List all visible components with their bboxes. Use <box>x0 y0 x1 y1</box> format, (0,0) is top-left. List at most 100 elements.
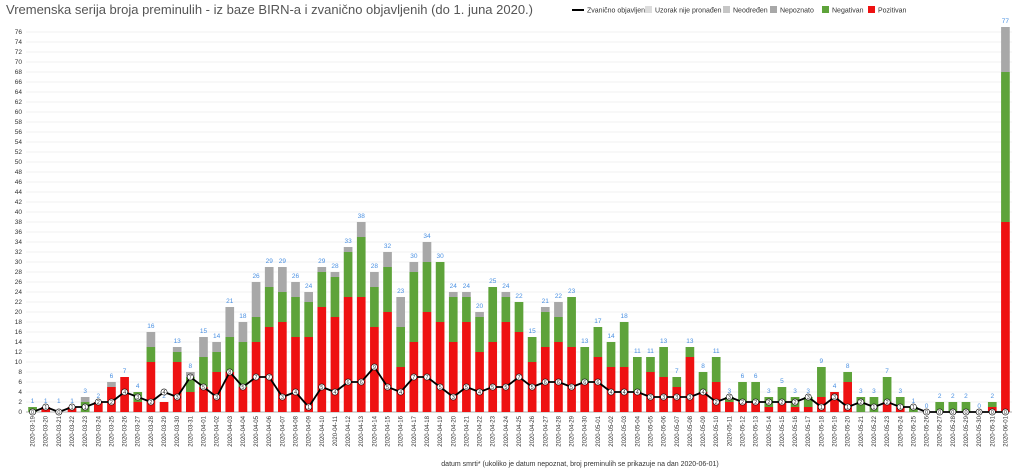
official-point-label: 5 <box>241 385 244 391</box>
bar-pozitivan <box>738 402 747 412</box>
bar-nepoznato <box>448 292 458 297</box>
total-label: 18 <box>621 313 629 320</box>
official-point-label: 2 <box>794 400 797 406</box>
bar-pozitivan <box>698 392 708 412</box>
official-point <box>318 383 326 391</box>
bar-pozitivan <box>646 372 655 412</box>
official-point <box>883 398 891 406</box>
y-tick-label: 66 <box>15 79 23 86</box>
bar-negativan <box>659 347 668 377</box>
y-tick-label: 52 <box>15 149 23 156</box>
total-label: 29 <box>266 258 274 265</box>
bar-negativan <box>554 317 563 342</box>
official-point-label: 3 <box>662 395 665 401</box>
bar-negativan <box>948 402 958 412</box>
bar-negativan <box>343 252 353 297</box>
x-tick-label: 2020-04-20 <box>451 415 457 446</box>
x-tick-label: 2020-03-25 <box>109 415 115 446</box>
bar-pozitivan <box>567 347 576 412</box>
bar-pozitivan <box>488 342 498 412</box>
bar-nepoznato <box>540 307 550 312</box>
total-label: 3 <box>728 388 732 395</box>
official-point <box>752 398 760 406</box>
bar-negativan <box>882 377 892 402</box>
official-point-label: 5 <box>439 385 442 391</box>
official-point-label: 0 <box>57 410 60 416</box>
bar-negativan <box>383 267 392 312</box>
total-label: 29 <box>279 258 287 265</box>
total-label: 13 <box>581 338 589 345</box>
official-point-label: 7 <box>425 375 428 381</box>
bar-pozitivan <box>435 322 445 412</box>
total-label: 8 <box>189 363 193 370</box>
official-point <box>541 378 549 386</box>
bar-negativan <box>514 302 524 332</box>
official-point <box>213 393 221 401</box>
bar-pozitivan <box>764 407 774 412</box>
total-label: 30 <box>410 253 418 260</box>
bar-negativan <box>251 317 261 342</box>
official-point-label: 2 <box>97 400 100 406</box>
legend-label: Neodređen <box>733 8 768 15</box>
official-point <box>55 408 63 416</box>
bar-pozitivan <box>264 327 274 412</box>
bar-negativan <box>580 347 590 382</box>
official-point <box>42 403 50 411</box>
official-point-label: 0 <box>31 410 34 416</box>
y-tick-label: 38 <box>15 219 23 226</box>
chart-title: Vremenska serija broja preminulih - iz b… <box>6 2 533 17</box>
bar-negativan <box>330 277 340 317</box>
bar-negativan <box>751 382 760 402</box>
official-point-label: 1 <box>912 405 915 411</box>
x-tick-label: 2020-05-13 <box>754 415 760 446</box>
total-label: 15 <box>529 328 537 335</box>
official-point <box>239 383 247 391</box>
x-tick-label: 2020-05-02 <box>609 415 615 446</box>
official-point <box>134 393 142 401</box>
bar-pozitivan <box>751 402 760 412</box>
bar-negativan <box>935 402 945 412</box>
official-point-label: 5 <box>570 385 573 391</box>
bar-nepoznato <box>422 242 432 262</box>
bar-negativan <box>711 357 721 382</box>
bar-nepoznato <box>475 312 484 317</box>
x-tick-label: 2020-03-31 <box>188 415 194 446</box>
official-point <box>817 403 825 411</box>
official-point-label: 1 <box>872 405 875 411</box>
official-point-label: 4 <box>294 390 297 396</box>
official-point-label: 2 <box>110 400 113 406</box>
x-tick-label: 2020-04-11 <box>333 415 339 446</box>
total-label: 22 <box>515 293 523 300</box>
bar-pozitivan <box>225 372 235 412</box>
y-tick-label: 22 <box>15 299 23 306</box>
official-point-label: 3 <box>452 395 455 401</box>
bar-pozitivan <box>830 392 839 412</box>
official-point <box>660 393 668 401</box>
y-tick-label: 6 <box>18 379 22 386</box>
total-label: 30 <box>437 253 445 260</box>
x-tick-label: 2020-04-03 <box>228 415 234 446</box>
x-tick-label: 2020-04-18 <box>425 415 431 446</box>
official-point-label: 3 <box>136 395 139 401</box>
x-tick-label: 2020-04-07 <box>280 415 286 446</box>
official-point-label: 2 <box>741 400 744 406</box>
total-label: 8 <box>846 363 850 370</box>
y-tick-label: 64 <box>15 89 23 96</box>
x-tick-label: 2020-05-08 <box>688 415 694 446</box>
official-point-label: 4 <box>163 390 166 396</box>
bar-pozitivan <box>475 352 484 412</box>
official-point-label: 2 <box>780 400 783 406</box>
bar-negativan <box>448 297 458 342</box>
y-tick-label: 26 <box>15 279 23 286</box>
bar-pozitivan <box>711 382 721 412</box>
x-tick-label: 2020-05-06 <box>662 415 668 446</box>
official-point <box>962 408 970 416</box>
total-label: 14 <box>607 333 615 340</box>
bar-pozitivan <box>725 402 734 412</box>
bar-negativan <box>356 237 366 297</box>
x-tick-label: 2020-05-14 <box>767 415 773 446</box>
total-label: 3 <box>83 388 87 395</box>
y-tick-label: 68 <box>15 69 23 76</box>
bar-negativan <box>817 367 826 397</box>
